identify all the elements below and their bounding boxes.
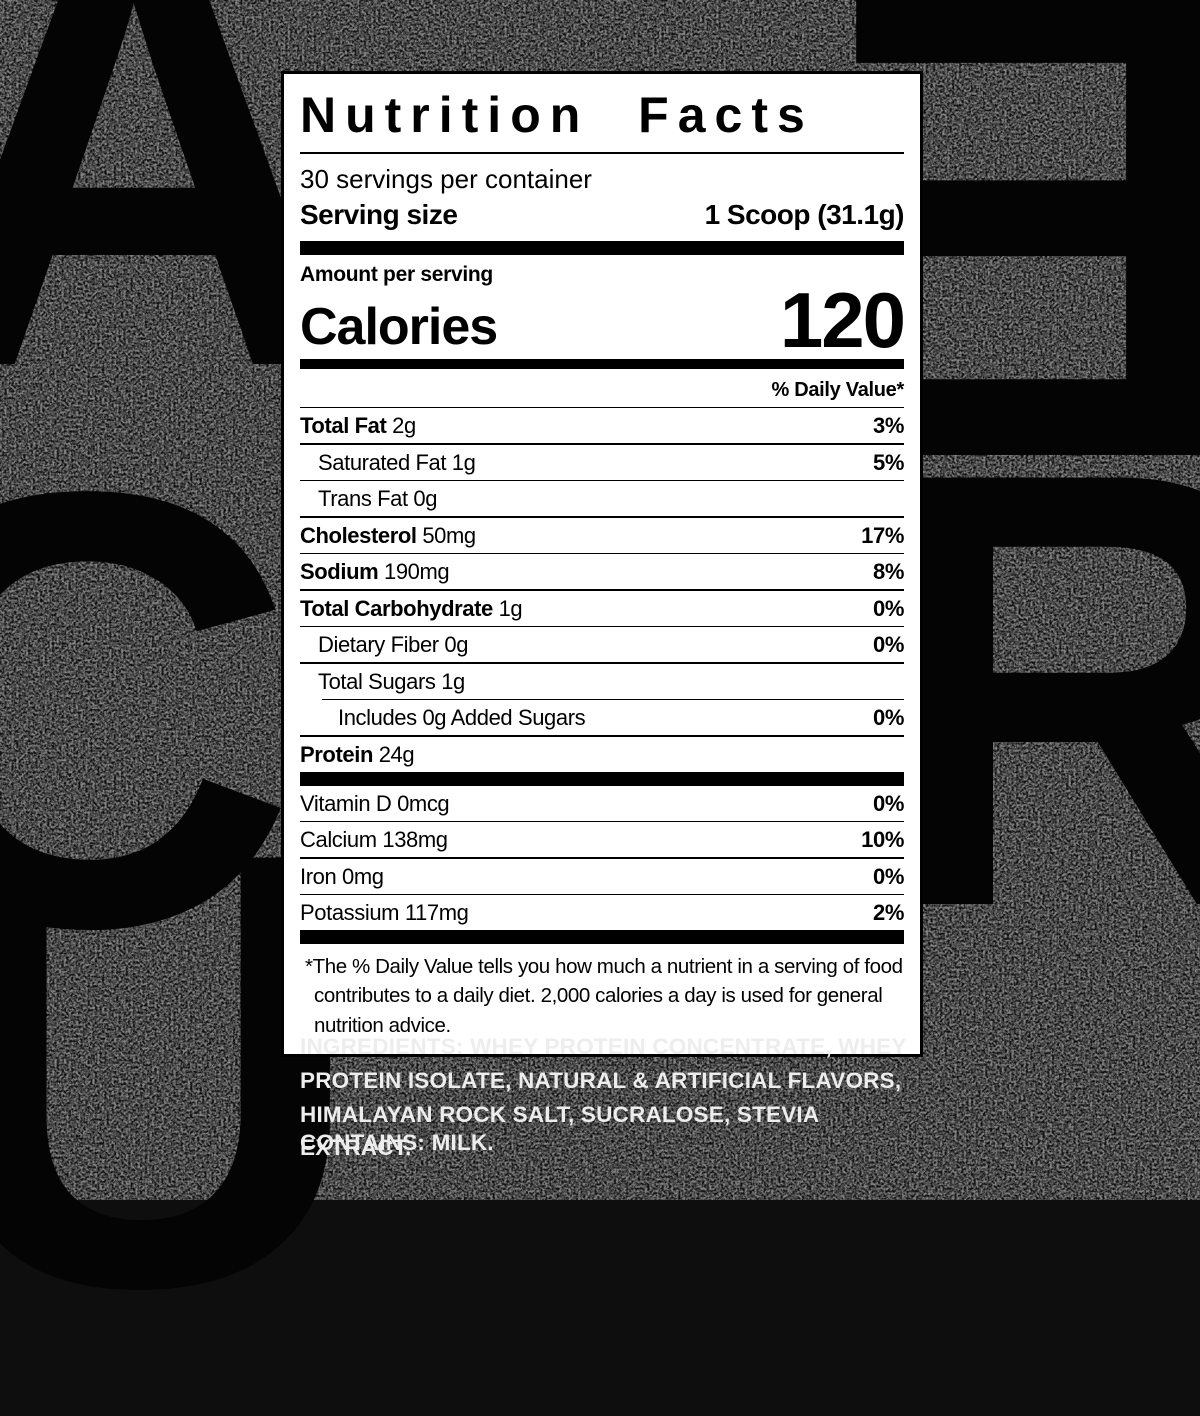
nutrient-name: Iron 0mg: [300, 863, 384, 889]
nutrient-row: Trans Fat 0g: [300, 481, 904, 516]
daily-value-footnote: *The % Daily Value tells you how much a …: [305, 955, 903, 1037]
calories-value: 120: [779, 276, 906, 364]
divider: [300, 589, 904, 591]
nutrient-name: Potassium 117mg: [300, 900, 469, 926]
daily-value-percent: 0%: [873, 790, 904, 816]
nutrient-row: Protein 24g: [300, 737, 904, 772]
nutrient-name: Total Sugars 1g: [318, 668, 465, 694]
medium-divider: [300, 359, 904, 370]
contains-statement: CONTAINS: MILK.: [300, 1126, 915, 1160]
nutrient-row: Dietary Fiber 0g 0%: [300, 627, 904, 662]
nutrient-row: Cholesterol 50mg 17%: [300, 518, 904, 553]
nutrient-row: Sodium 190mg 8%: [300, 554, 904, 589]
daily-value-percent: 17%: [861, 522, 904, 548]
nutrition-facts-panel: Nutrition Facts 30 servings per containe…: [281, 71, 923, 1057]
daily-value-header: % Daily Value*: [300, 369, 904, 409]
nutrient-name: Cholesterol 50mg: [300, 522, 476, 548]
ingredients-statement: INGREDIENTS: WHEY PROTEIN CONCENTRATE, W…: [300, 1030, 915, 1165]
calories-label: Calories: [300, 298, 498, 357]
nutrient-row: Iron 0mg 0%: [300, 859, 904, 894]
thick-divider: [300, 241, 904, 255]
nutrient-row: Saturated Fat 1g 5%: [300, 445, 904, 480]
nutrient-name: Saturated Fat 1g: [318, 449, 476, 475]
nutrient-name: Includes 0g Added Sugars: [338, 705, 586, 731]
daily-value-percent: 3%: [873, 413, 904, 439]
daily-value-percent: 8%: [873, 559, 904, 585]
nutrient-name: Trans Fat 0g: [318, 486, 438, 512]
vitamin-rows: Vitamin D 0mcg 0% Calcium 138mg 10% Iron…: [300, 786, 904, 931]
nutrient-name: Calcium 138mg: [300, 827, 448, 853]
servings-per-container: 30 servings per container: [300, 164, 592, 194]
nutrient-rows: Total Fat 2g 3% Saturated Fat 1g 5% Tran…: [300, 408, 904, 772]
serving-size-label: Serving size: [300, 199, 458, 230]
background-letter: C: [0, 364, 298, 1056]
nutrient-name: Sodium 190mg: [300, 559, 450, 585]
nutrient-row: Includes 0g Added Sugars 0%: [300, 700, 904, 735]
contains-label: CONTAINS:: [300, 1130, 426, 1155]
serving-size-value: 1 Scoop (31.1g): [704, 199, 905, 230]
thick-divider: [300, 930, 904, 945]
daily-value-percent: 10%: [861, 827, 904, 853]
divider: [300, 516, 904, 518]
nutrient-row: Total Carbohydrate 1g 0%: [300, 591, 904, 626]
serving-size-row: Serving size 1 Scoop (31.1g): [300, 197, 905, 241]
contains-text: MILK.: [425, 1130, 494, 1155]
daily-value-percent: 5%: [873, 449, 904, 475]
divider: [300, 893, 904, 896]
nutrition-facts-title: Nutrition Facts: [300, 87, 814, 143]
divider: [300, 662, 904, 664]
divider: [300, 625, 904, 628]
divider: [300, 443, 904, 445]
calories-row: Calories 120: [300, 276, 906, 364]
nutrient-row: Total Fat 2g 3%: [300, 408, 904, 443]
daily-value-percent: 0%: [873, 705, 904, 731]
daily-value-percent: 2%: [873, 900, 904, 926]
divider: [300, 152, 904, 154]
nutrient-name: Total Fat 2g: [300, 413, 416, 439]
divider: [322, 698, 904, 701]
daily-value-percent: 0%: [873, 632, 904, 658]
daily-value-percent: 0%: [873, 595, 904, 621]
nutrient-name: Protein 24g: [300, 741, 415, 767]
divider: [300, 735, 904, 737]
nutrient-name: Dietary Fiber 0g: [318, 632, 469, 658]
nutrient-row: Total Sugars 1g: [300, 664, 904, 699]
divider: [300, 857, 904, 859]
ingredients-text: WHEY PROTEIN CONCENTRATE, WHEY PROTEIN I…: [300, 1034, 907, 1161]
divider: [300, 479, 904, 482]
daily-value-percent: 0%: [873, 863, 904, 889]
ingredients-label: INGREDIENTS:: [300, 1034, 464, 1059]
nutrient-row: Calcium 138mg 10%: [300, 822, 904, 857]
amount-per-serving-label: Amount per serving: [300, 263, 493, 286]
divider: [300, 552, 904, 555]
nutrient-name: Vitamin D 0mcg: [300, 790, 450, 816]
nutrient-row: Vitamin D 0mcg 0%: [300, 786, 904, 821]
divider: [300, 820, 904, 823]
nutrient-row: Potassium 117mg 2%: [300, 895, 904, 930]
nutrient-name: Total Carbohydrate 1g: [300, 595, 523, 621]
thick-divider: [300, 771, 904, 786]
